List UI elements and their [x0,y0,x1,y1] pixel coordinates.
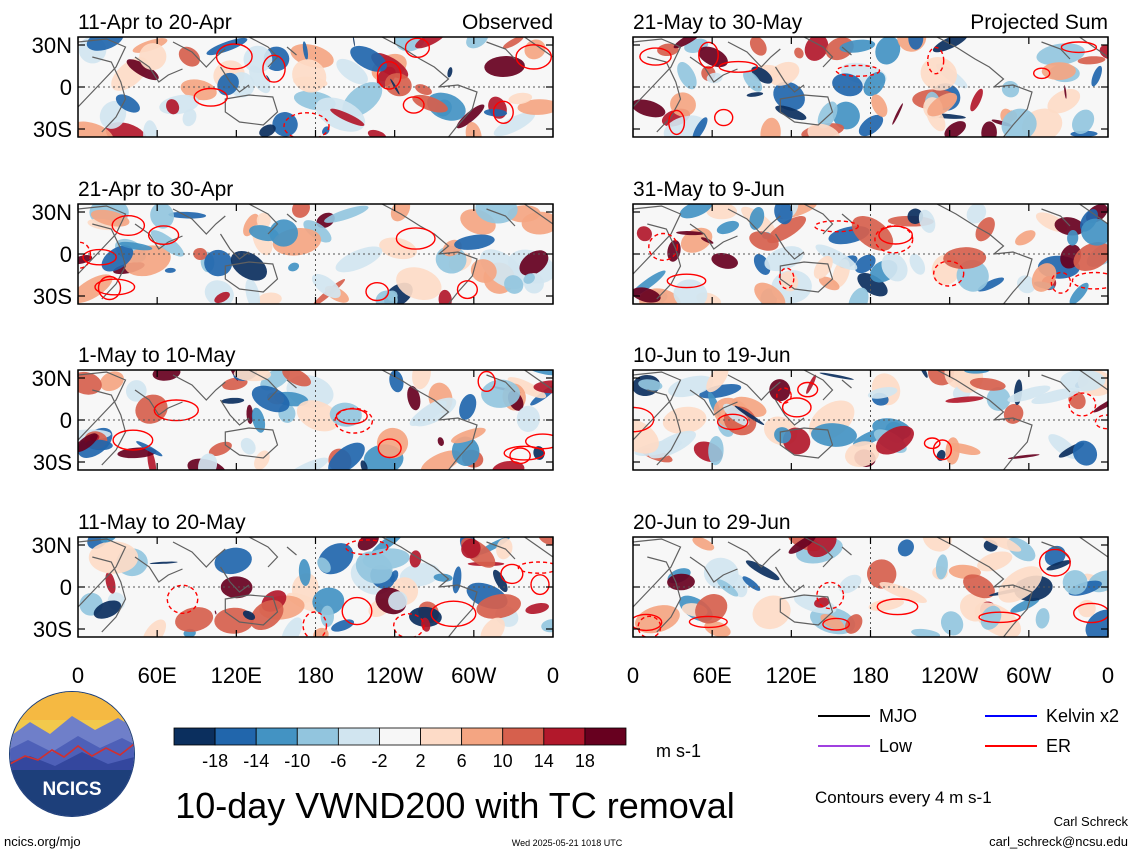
colorbar-swatch [502,727,545,746]
panel-period-label: 11-Apr to 20-Apr [78,11,232,34]
map-panel: 20-Jun to 29-Jun [632,511,1109,638]
panel-period-label: 20-Jun to 29-Jun [633,511,791,534]
ncics-logo: NCICS [9,691,135,817]
x-tick-label: 0 [72,663,84,688]
figure-title: 10-day VWND200 with TC removal [175,785,735,826]
y-tick-label: 30S [33,450,72,475]
y-tick-label: 30S [33,284,72,309]
y-tick-label: 0 [60,75,72,100]
colorbar: -18 -14 -10 -6 -2 2 6 10 14 18 [173,727,627,771]
legend-label: ER [1046,736,1071,756]
x-tick-label: 60E [138,663,177,688]
x-tick-label: 120E [211,663,262,688]
x-tick-label: 60W [451,663,496,688]
colorbar-level-label: -14 [243,751,269,771]
colorbar-swatch [379,727,421,746]
y-tick-label: 0 [60,242,72,267]
legend-label: Low [879,736,913,756]
colorbar-level-label: -18 [202,751,228,771]
colorbar-swatch [461,727,504,746]
author-email[interactable]: carl_schreck@ncsu.edu [989,834,1128,849]
colorbar-level-label: 14 [534,751,554,771]
legend-label: Kelvin x2 [1046,706,1119,726]
y-tick-label: 30N [32,366,72,391]
x-tick-label: 0 [1102,663,1114,688]
colorbar-level-label: 10 [493,751,513,771]
y-tick-label: 30S [33,617,72,642]
y-tick-label: 30N [32,200,72,225]
panel-period-label: 21-May to 30-May [633,11,803,34]
logo-text: NCICS [42,779,101,800]
map-panel: 31-May to 9-Jun [632,178,1109,305]
colorbar-level-label: -10 [284,751,310,771]
x-tick-label: 180 [297,663,334,688]
colorbar-swatch [255,727,298,746]
map-panel: 10-Jun to 19-Jun [632,344,1109,471]
colorbar-swatch [584,727,627,746]
timestamp: Wed 2025-05-21 1018 UTC [512,838,623,848]
colorbar-level-label: -2 [371,751,387,771]
x-tick-label: 60E [693,663,732,688]
panel-period-label: 11-May to 20-May [78,511,246,534]
y-tick-label: 30N [32,533,72,558]
map-panel: 11-Apr to 20-Apr Observed [77,11,554,138]
map-panel: 21-Apr to 30-Apr [77,178,554,305]
colorbar-swatch [337,727,380,746]
author-name: Carl Schreck [1054,814,1129,829]
x-tick-label: 0 [627,663,639,688]
site-link[interactable]: ncics.org/mjo [4,834,81,849]
y-tick-label: 0 [60,408,72,433]
x-tick-label: 120W [921,663,979,688]
panel-period-label: 31-May to 9-Jun [633,178,785,201]
x-tick-label: 120W [366,663,424,688]
panel-period-label: 1-May to 10-May [78,344,236,367]
y-tick-label: 0 [60,575,72,600]
colorbar-swatch [173,727,216,746]
colorbar-level-label: 2 [415,751,425,771]
colorbar-level-label: 6 [457,751,467,771]
colorbar-level-label: 18 [575,751,595,771]
legend: MJO Kelvin x2 Low ER [818,706,1119,756]
y-tick-label: 30S [33,117,72,142]
colorbar-swatch [296,727,339,746]
colorbar-level-label: -6 [330,751,346,771]
x-tick-label: 180 [852,663,889,688]
panel-period-label: 10-Jun to 19-Jun [633,344,791,367]
colorbar-swatch [543,727,586,746]
map-panel: 11-May to 20-May [77,511,554,638]
map-panel: 21-May to 30-May Projected Sum [632,11,1109,138]
contour-note: Contours every 4 m s-1 [815,788,992,807]
map-panel: 1-May to 10-May [77,344,554,471]
legend-label: MJO [879,706,917,726]
x-tick-label: 120E [766,663,817,688]
column-label: Observed [462,11,553,34]
panel-period-label: 21-Apr to 30-Apr [78,178,233,201]
x-tick-label: 60W [1006,663,1051,688]
colorbar-swatch [214,727,257,746]
colorbar-swatch [420,727,463,746]
y-tick-label: 30N [32,33,72,58]
x-tick-label: 0 [547,663,559,688]
units-label: m s-1 [656,741,701,761]
column-label: Projected Sum [970,11,1108,34]
